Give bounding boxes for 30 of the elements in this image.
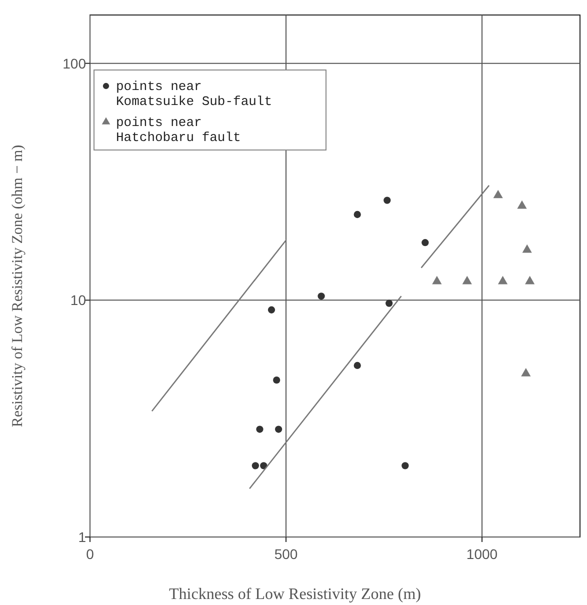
point bbox=[432, 276, 442, 284]
x-axis-title: Thickness of Low Resistivity Zone (m) bbox=[169, 586, 421, 603]
point bbox=[273, 376, 280, 384]
point bbox=[274, 426, 282, 433]
point bbox=[318, 292, 325, 300]
point bbox=[517, 200, 527, 209]
point bbox=[354, 362, 361, 370]
point bbox=[402, 462, 409, 470]
point bbox=[268, 306, 276, 314]
x-tick-label: 500 bbox=[274, 546, 298, 562]
point bbox=[256, 426, 264, 433]
x-tick-label: 1000 bbox=[466, 546, 498, 562]
legend-label: points near Hatchobaru fault bbox=[116, 115, 241, 145]
legend-label: points near Komatsuike Sub-fault bbox=[116, 79, 272, 109]
point bbox=[252, 462, 259, 470]
point bbox=[384, 196, 391, 204]
y-tick-label: 100 bbox=[62, 55, 86, 72]
point bbox=[498, 276, 508, 284]
point bbox=[525, 276, 535, 284]
point bbox=[522, 244, 532, 253]
point bbox=[422, 239, 429, 246]
y-tick-label: 10 bbox=[70, 292, 86, 308]
x-tick-label: 0 bbox=[86, 546, 94, 562]
point bbox=[354, 210, 361, 218]
y-tick-label: 1 bbox=[78, 529, 86, 545]
point bbox=[386, 300, 393, 307]
point bbox=[493, 190, 503, 198]
point bbox=[462, 276, 472, 284]
point bbox=[521, 368, 531, 376]
y-axis-title: Resistivity of Low Resistivity Zone (ohm − m) bbox=[10, 144, 26, 428]
